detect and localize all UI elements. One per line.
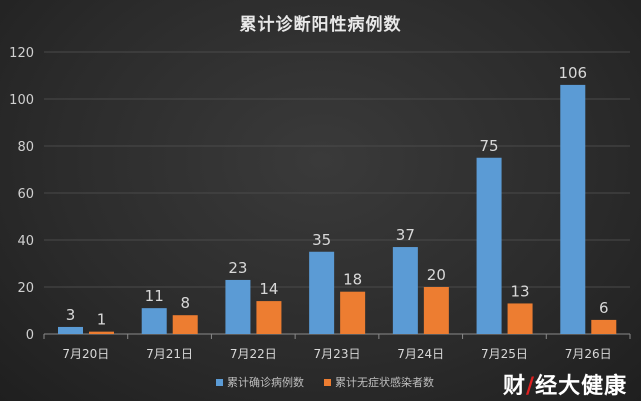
legend-item-asymptomatic: 累计无症状感染者数 xyxy=(324,374,434,390)
y-tick-label: 120 xyxy=(9,46,34,61)
data-label: 3 xyxy=(66,306,76,324)
legend-label: 累计确诊病例数 xyxy=(227,376,304,389)
bar-confirmed xyxy=(476,157,502,334)
data-label: 23 xyxy=(228,259,247,277)
data-label: 11 xyxy=(145,287,164,305)
data-label: 20 xyxy=(427,266,446,284)
data-label: 37 xyxy=(396,226,415,244)
bar-confirmed xyxy=(309,251,335,334)
legend-swatch-orange xyxy=(324,378,331,386)
data-label: 6 xyxy=(599,299,609,317)
y-tick-label: 80 xyxy=(17,140,34,155)
data-label: 18 xyxy=(343,271,362,289)
legend-swatch-blue xyxy=(216,378,223,386)
data-label: 75 xyxy=(480,137,499,155)
legend: 累计确诊病例数 累计无症状感染者数 xyxy=(216,374,434,390)
x-tick-label: 7月26日 xyxy=(565,347,612,361)
x-tick-label: 7月20日 xyxy=(62,347,109,361)
y-tick-label: 100 xyxy=(9,93,34,108)
legend-item-confirmed: 累计确诊病例数 xyxy=(216,374,304,390)
bar-confirmed xyxy=(225,279,251,334)
y-tick-label: 0 xyxy=(26,328,34,343)
y-tick-label: 40 xyxy=(17,234,34,249)
bar-asymptomatic xyxy=(423,287,449,334)
bar-asymptomatic xyxy=(340,291,366,334)
bar-confirmed xyxy=(392,247,418,334)
bar-asymptomatic xyxy=(591,319,617,334)
y-tick-label: 20 xyxy=(17,281,34,296)
y-tick-label: 60 xyxy=(17,187,34,202)
bar-confirmed xyxy=(58,326,83,334)
bar-asymptomatic xyxy=(172,315,198,334)
x-tick-label: 7月21日 xyxy=(146,347,193,361)
data-label: 8 xyxy=(180,294,190,312)
x-tick-label: 7月23日 xyxy=(314,347,361,361)
legend-label: 累计无症状感染者数 xyxy=(335,376,434,389)
data-label: 13 xyxy=(511,282,530,300)
bar-asymptomatic xyxy=(89,331,114,334)
chart-title: 累计诊断阳性病例数 xyxy=(239,15,402,35)
x-tick-label: 7月25日 xyxy=(481,347,528,361)
bar-asymptomatic xyxy=(507,303,533,334)
data-label: 35 xyxy=(312,231,331,249)
data-label: 14 xyxy=(259,280,278,298)
bar-asymptomatic xyxy=(256,301,282,334)
data-label: 106 xyxy=(558,64,587,82)
bar-confirmed xyxy=(141,308,167,334)
bar-confirmed xyxy=(560,84,586,335)
data-label: 1 xyxy=(97,311,107,329)
watermark-logo: 财/经大健康 xyxy=(503,374,628,399)
x-tick-label: 7月24日 xyxy=(397,347,444,361)
x-tick-label: 7月22日 xyxy=(230,347,277,361)
